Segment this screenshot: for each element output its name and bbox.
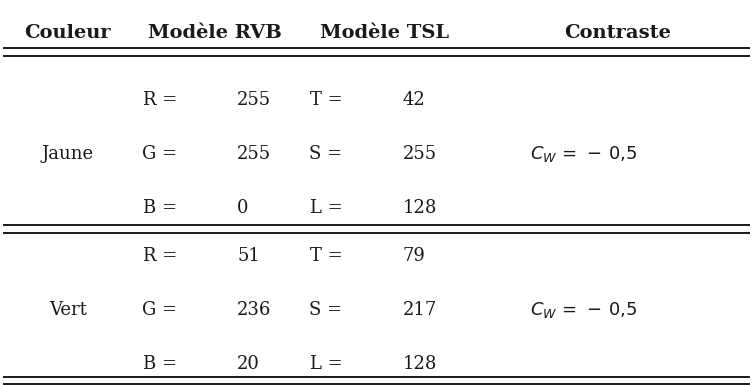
- Text: Vert: Vert: [49, 301, 87, 319]
- Text: $C_W$$\,=\,-\,0{,}5$: $C_W$$\,=\,-\,0{,}5$: [530, 144, 637, 164]
- Text: 128: 128: [403, 355, 437, 373]
- Text: 236: 236: [237, 301, 272, 319]
- Text: G =: G =: [142, 145, 177, 163]
- Text: Couleur: Couleur: [24, 24, 111, 42]
- Text: L =: L =: [310, 199, 343, 217]
- Text: S =: S =: [309, 301, 343, 319]
- Text: Modèle RVB: Modèle RVB: [148, 24, 282, 42]
- Text: 0: 0: [237, 199, 248, 217]
- Text: G =: G =: [142, 301, 177, 319]
- Text: Modèle TSL: Modèle TSL: [319, 24, 449, 42]
- Text: 20: 20: [237, 355, 260, 373]
- Text: Jaune: Jaune: [41, 145, 94, 163]
- Text: 128: 128: [403, 199, 437, 217]
- Text: 42: 42: [403, 91, 425, 109]
- Text: 255: 255: [237, 145, 271, 163]
- Text: S =: S =: [309, 145, 343, 163]
- Text: 79: 79: [403, 247, 425, 265]
- Text: 51: 51: [237, 247, 260, 265]
- Text: R =: R =: [143, 247, 177, 265]
- Text: 255: 255: [237, 91, 271, 109]
- Text: T =: T =: [310, 247, 343, 265]
- Text: 217: 217: [403, 301, 437, 319]
- Text: B =: B =: [143, 355, 177, 373]
- Text: L =: L =: [310, 355, 343, 373]
- Text: Contraste: Contraste: [564, 24, 671, 42]
- Text: R =: R =: [143, 91, 177, 109]
- Text: 255: 255: [403, 145, 437, 163]
- Text: T =: T =: [310, 91, 343, 109]
- Text: $C_W$$\,=\,-\,0{,}5$: $C_W$$\,=\,-\,0{,}5$: [530, 300, 637, 320]
- Text: B =: B =: [143, 199, 177, 217]
